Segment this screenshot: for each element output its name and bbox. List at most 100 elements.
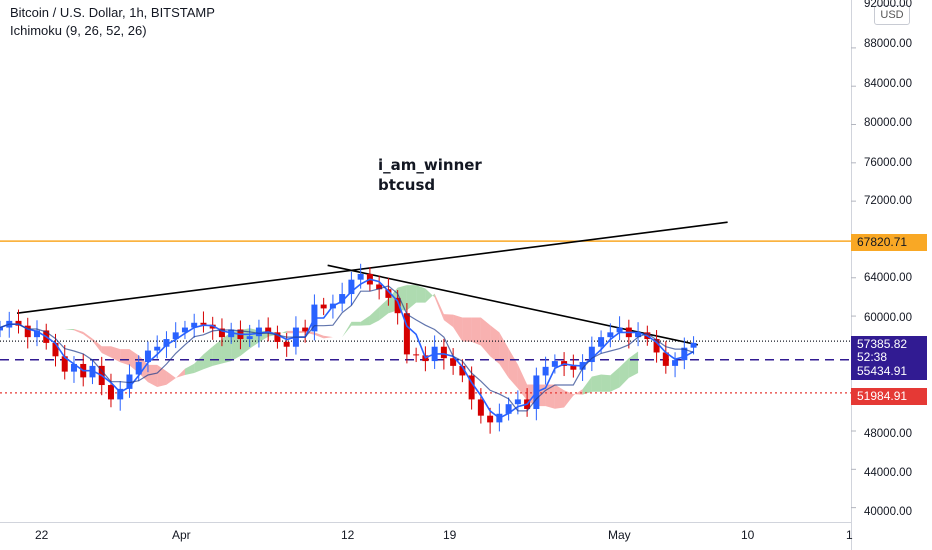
candle-body xyxy=(440,346,447,359)
cloud-segment xyxy=(573,389,583,396)
last-price-tag: 57385.82 xyxy=(851,336,927,353)
candle-body xyxy=(117,388,124,400)
candle-body xyxy=(588,346,595,363)
x-tick-label: 22 xyxy=(35,528,49,542)
y-tick-label: 40000.00 xyxy=(864,506,912,518)
indicator-legend[interactable]: Ichimoku (9, 26, 52, 26) xyxy=(10,23,147,38)
candle-body xyxy=(15,320,22,326)
cloud-segment xyxy=(434,293,444,321)
cloud-segment xyxy=(443,314,454,328)
candle-body xyxy=(551,361,558,367)
candle-body xyxy=(514,399,521,405)
cloud-segment xyxy=(462,317,472,342)
cloud-segment xyxy=(416,285,426,303)
candle-body xyxy=(0,327,3,331)
candle-body xyxy=(302,327,309,332)
cloud-segment xyxy=(101,346,111,358)
support-low-price-tag: 51984.91 xyxy=(851,388,927,405)
x-tick-label: 19 xyxy=(443,528,457,542)
annotation-line-2[interactable]: btcusd xyxy=(378,176,436,194)
candle-body xyxy=(542,366,549,376)
bar-countdown: 52:38 xyxy=(851,349,927,366)
candle-body xyxy=(126,374,133,389)
cloud-segment xyxy=(379,298,389,321)
cloud-segment xyxy=(369,306,380,326)
cloud-segment xyxy=(453,314,463,342)
candle-body xyxy=(672,360,679,366)
candle-body xyxy=(385,289,392,298)
candle-body xyxy=(255,327,262,337)
cloud-segment xyxy=(360,315,370,326)
candle-body xyxy=(459,365,466,376)
candle-body xyxy=(172,332,179,340)
trendlines[interactable] xyxy=(16,221,728,346)
candle-body xyxy=(89,365,96,378)
x-tick-label: Apr xyxy=(172,528,191,542)
resistance-price-tag: 67820.71 xyxy=(851,234,927,251)
cloud-segment xyxy=(147,364,158,387)
y-tick-label: 80000.00 xyxy=(864,117,912,129)
cloud-segment xyxy=(277,330,287,335)
cloud-segment xyxy=(64,329,74,331)
cloud-segment xyxy=(610,367,620,392)
cloud-segment xyxy=(92,338,102,353)
candle-body xyxy=(598,337,605,347)
cloud-segment xyxy=(83,331,93,341)
cloud-segment xyxy=(175,368,185,379)
y-tick-label-partial: 92000.00 xyxy=(864,0,912,10)
y-tick-label: 72000.00 xyxy=(864,195,912,207)
candle-body xyxy=(348,279,355,295)
x-tick-label: 1 xyxy=(846,528,853,542)
candle-body xyxy=(607,332,614,338)
cloud-segment xyxy=(212,339,222,366)
candle-body xyxy=(24,325,31,338)
y-tick-label: 64000.00 xyxy=(864,272,912,284)
cloud-segment xyxy=(425,288,435,303)
y-tick-label: 44000.00 xyxy=(864,467,912,479)
cloud-segment xyxy=(314,332,324,339)
candle-body xyxy=(265,327,272,333)
cloud-segment xyxy=(166,371,176,385)
annotation-line-1[interactable]: i_am_winner xyxy=(378,156,482,174)
candle-body xyxy=(505,404,512,414)
cloud-segment xyxy=(582,376,592,395)
trendline xyxy=(327,264,698,346)
ichimoku-lines xyxy=(0,278,694,420)
candle-body xyxy=(283,341,290,347)
candle-body xyxy=(274,332,281,342)
candle-body xyxy=(690,342,697,348)
cloud-segment xyxy=(471,317,481,346)
candle-body xyxy=(107,385,114,400)
currency-button[interactable]: USD xyxy=(874,5,910,25)
cloud-segment xyxy=(120,349,130,366)
cloud-segment xyxy=(55,324,65,330)
kijun-line xyxy=(0,285,694,412)
candle-body xyxy=(357,273,364,280)
symbol-title[interactable]: Bitcoin / U.S. Dollar, 1h, BITSTAMP xyxy=(10,5,215,20)
cloud-segment xyxy=(601,374,611,392)
candle-body xyxy=(33,330,40,338)
cloud-segment xyxy=(194,354,204,374)
cloud-segment xyxy=(36,324,47,328)
candle-body xyxy=(468,375,475,400)
cloud-segment xyxy=(406,285,417,311)
cloud-segment xyxy=(628,351,639,378)
x-tick-label: 12 xyxy=(341,528,355,542)
trendline xyxy=(16,221,728,314)
candle-body xyxy=(191,322,198,328)
candle-body xyxy=(246,336,253,340)
cloud-segment xyxy=(342,321,352,338)
cloud-segment xyxy=(508,348,518,389)
cloud-segment xyxy=(564,390,574,408)
candle-body xyxy=(403,313,410,355)
candle-body xyxy=(413,354,420,356)
candle-body xyxy=(144,350,151,363)
cloud-segment xyxy=(545,384,555,409)
candle-body xyxy=(52,342,59,357)
candle-body xyxy=(135,362,142,375)
y-tick-label: 60000.00 xyxy=(864,312,912,324)
cloud-segment xyxy=(517,364,528,401)
candle-body xyxy=(394,297,401,314)
cloud-segment xyxy=(110,346,121,363)
